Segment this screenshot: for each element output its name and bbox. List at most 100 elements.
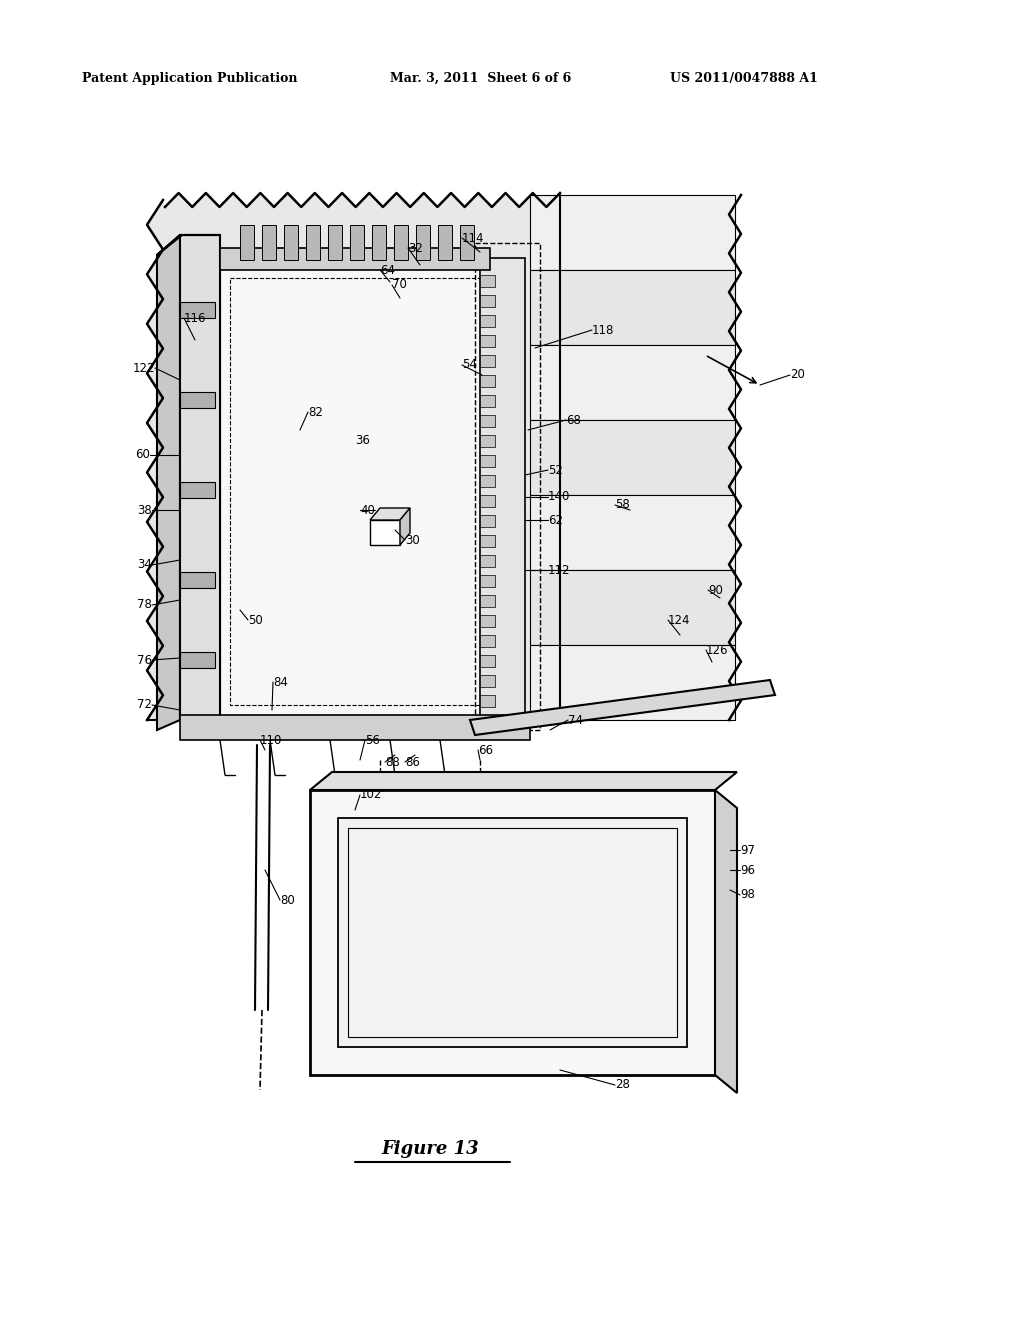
Polygon shape bbox=[480, 294, 495, 308]
Polygon shape bbox=[157, 235, 180, 730]
Text: 70: 70 bbox=[392, 279, 407, 292]
Polygon shape bbox=[480, 475, 495, 487]
Polygon shape bbox=[480, 315, 495, 327]
Polygon shape bbox=[470, 680, 775, 735]
Polygon shape bbox=[480, 375, 495, 387]
Text: 62: 62 bbox=[548, 513, 563, 527]
Polygon shape bbox=[306, 224, 319, 260]
Text: 56: 56 bbox=[365, 734, 380, 747]
Polygon shape bbox=[328, 224, 342, 260]
Polygon shape bbox=[460, 224, 474, 260]
Text: 112: 112 bbox=[548, 564, 570, 577]
Polygon shape bbox=[480, 495, 495, 507]
Polygon shape bbox=[530, 645, 735, 719]
Polygon shape bbox=[530, 420, 735, 495]
Text: 140: 140 bbox=[548, 491, 570, 503]
Text: 76: 76 bbox=[137, 653, 152, 667]
Text: 98: 98 bbox=[740, 888, 755, 902]
Polygon shape bbox=[220, 248, 490, 271]
Text: 116: 116 bbox=[184, 312, 207, 325]
Text: 90: 90 bbox=[708, 583, 723, 597]
Polygon shape bbox=[530, 195, 735, 719]
Polygon shape bbox=[438, 224, 452, 260]
Text: 78: 78 bbox=[137, 598, 152, 611]
Text: 126: 126 bbox=[706, 644, 728, 656]
Polygon shape bbox=[530, 495, 735, 570]
Text: 82: 82 bbox=[308, 405, 323, 418]
Text: 20: 20 bbox=[790, 368, 805, 381]
Polygon shape bbox=[480, 275, 495, 286]
Polygon shape bbox=[370, 508, 410, 520]
Polygon shape bbox=[180, 235, 220, 719]
Polygon shape bbox=[338, 818, 687, 1047]
Polygon shape bbox=[310, 789, 715, 1074]
Polygon shape bbox=[147, 193, 560, 719]
Text: 30: 30 bbox=[406, 533, 420, 546]
Polygon shape bbox=[220, 257, 490, 719]
Text: 68: 68 bbox=[566, 413, 581, 426]
Text: 32: 32 bbox=[408, 242, 423, 255]
Polygon shape bbox=[480, 595, 495, 607]
Text: 114: 114 bbox=[462, 231, 484, 244]
Text: 50: 50 bbox=[248, 614, 263, 627]
Text: 64: 64 bbox=[380, 264, 395, 276]
Polygon shape bbox=[530, 570, 735, 645]
Polygon shape bbox=[480, 515, 495, 527]
Polygon shape bbox=[480, 335, 495, 347]
Text: 97: 97 bbox=[740, 843, 755, 857]
Text: 110: 110 bbox=[260, 734, 283, 747]
Polygon shape bbox=[180, 482, 215, 498]
Text: US 2011/0047888 A1: US 2011/0047888 A1 bbox=[670, 73, 818, 84]
Polygon shape bbox=[480, 395, 495, 407]
Polygon shape bbox=[372, 224, 386, 260]
Polygon shape bbox=[480, 455, 495, 467]
Polygon shape bbox=[180, 572, 215, 587]
Polygon shape bbox=[310, 772, 737, 789]
Polygon shape bbox=[480, 436, 495, 447]
Polygon shape bbox=[480, 655, 495, 667]
Text: 40: 40 bbox=[360, 503, 375, 516]
Text: 80: 80 bbox=[280, 894, 295, 907]
Polygon shape bbox=[480, 355, 495, 367]
Text: 118: 118 bbox=[592, 323, 614, 337]
Polygon shape bbox=[180, 652, 215, 668]
Text: 84: 84 bbox=[273, 676, 288, 689]
Text: 36: 36 bbox=[355, 433, 370, 446]
Polygon shape bbox=[480, 635, 495, 647]
Text: 60: 60 bbox=[135, 449, 150, 462]
Polygon shape bbox=[480, 257, 525, 719]
Text: 122: 122 bbox=[132, 362, 155, 375]
Text: 74: 74 bbox=[568, 714, 583, 726]
Text: 86: 86 bbox=[406, 755, 420, 768]
Polygon shape bbox=[262, 224, 276, 260]
Polygon shape bbox=[416, 224, 430, 260]
Polygon shape bbox=[480, 675, 495, 686]
Polygon shape bbox=[370, 520, 400, 545]
Polygon shape bbox=[715, 789, 737, 1093]
Text: 88: 88 bbox=[385, 755, 399, 768]
Text: 124: 124 bbox=[668, 614, 690, 627]
Polygon shape bbox=[480, 576, 495, 587]
Polygon shape bbox=[284, 224, 298, 260]
Polygon shape bbox=[180, 392, 215, 408]
Text: 96: 96 bbox=[740, 863, 755, 876]
Polygon shape bbox=[157, 235, 220, 255]
Text: Patent Application Publication: Patent Application Publication bbox=[82, 73, 298, 84]
Text: 52: 52 bbox=[548, 463, 563, 477]
Text: 38: 38 bbox=[137, 503, 152, 516]
Polygon shape bbox=[480, 615, 495, 627]
Polygon shape bbox=[480, 554, 495, 568]
Text: 66: 66 bbox=[478, 743, 493, 756]
Text: 102: 102 bbox=[360, 788, 382, 801]
Polygon shape bbox=[530, 345, 735, 420]
Text: 72: 72 bbox=[137, 698, 152, 711]
Polygon shape bbox=[394, 224, 408, 260]
Polygon shape bbox=[180, 715, 530, 741]
Polygon shape bbox=[480, 696, 495, 708]
Polygon shape bbox=[350, 224, 364, 260]
Text: 34: 34 bbox=[137, 558, 152, 572]
Text: 28: 28 bbox=[615, 1078, 630, 1092]
Polygon shape bbox=[530, 195, 735, 271]
Text: Mar. 3, 2011  Sheet 6 of 6: Mar. 3, 2011 Sheet 6 of 6 bbox=[390, 73, 571, 84]
Polygon shape bbox=[530, 271, 735, 345]
